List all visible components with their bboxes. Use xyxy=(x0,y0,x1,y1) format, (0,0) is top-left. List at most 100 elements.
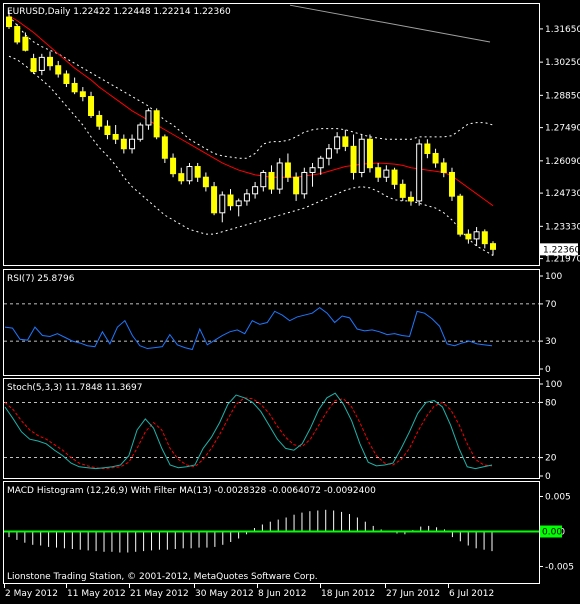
candle-body-18 xyxy=(153,110,160,138)
candle-body-34 xyxy=(284,162,291,178)
rsi-marks xyxy=(4,303,539,351)
rsi-pane-frame xyxy=(3,269,540,376)
x-tick-label-5: 18 Jun 2012 xyxy=(321,589,375,599)
macd-tick-label-2: -0.005 xyxy=(545,563,574,573)
x-tick-label-1: 11 May 2012 xyxy=(67,589,126,599)
candle-body-22 xyxy=(186,166,193,182)
x-tick-label-3: 30 May 2012 xyxy=(195,589,254,599)
current-price-label: 1.22360 xyxy=(543,245,580,255)
candle-body-0 xyxy=(6,16,12,28)
candle-body-37 xyxy=(309,167,316,173)
candle-body-52 xyxy=(432,152,439,164)
candle-body-23 xyxy=(194,166,201,178)
x-tick-label-7: 6 Jul 2012 xyxy=(449,589,494,599)
x-tick-label-0: 2 May 2012 xyxy=(5,589,58,599)
candle-body-54 xyxy=(448,171,455,197)
candle-body-32 xyxy=(268,171,275,190)
candle-body-9 xyxy=(79,91,86,98)
price-axis: 1.31650 1.30250 1.28850 1.27490 1.26090 1.247… xyxy=(539,25,580,265)
candle-body-51 xyxy=(424,143,431,154)
candle-body-8 xyxy=(71,82,78,93)
x-tick-label-2: 21 May 2012 xyxy=(130,589,189,599)
stoch-signal-line xyxy=(4,397,493,470)
candle-body-26 xyxy=(219,194,226,214)
candle-body-20 xyxy=(170,157,177,175)
candle-body-49 xyxy=(407,196,414,202)
price-tick-label-4: 1.26090 xyxy=(545,157,580,167)
x-tick-label-4: 8 Jun 2012 xyxy=(258,589,306,599)
price-tick-label-0: 1.31650 xyxy=(545,25,580,35)
price-tick-label-1: 1.30250 xyxy=(545,58,580,68)
stoch-pane-frame xyxy=(3,378,540,479)
candle-body-30 xyxy=(252,186,259,195)
candle-body-35 xyxy=(293,176,300,195)
candle-body-3 xyxy=(30,58,37,73)
rsi-pane-title: RSI(7) 25.8796 xyxy=(7,274,75,284)
macd-marks xyxy=(4,509,539,553)
candle-body-53 xyxy=(440,162,447,173)
macd-pane-frame xyxy=(3,481,540,584)
copyright-text: Lionstone Trading Station, © 2001-2012, … xyxy=(7,572,318,582)
candle-body-58 xyxy=(481,231,488,245)
candle-body-29 xyxy=(243,193,250,202)
price-pane-title: EURUSD,Daily 1.22422 1.22448 1.22214 1.2… xyxy=(7,7,231,17)
candle-body-27 xyxy=(227,194,234,207)
candle-body-16 xyxy=(137,124,144,140)
candle-body-48 xyxy=(399,183,406,198)
candle-body-24 xyxy=(202,176,209,188)
candle-body-39 xyxy=(325,148,332,159)
price-marks xyxy=(6,4,496,256)
candle-body-19 xyxy=(161,136,168,159)
ma-red-line xyxy=(8,15,494,207)
candle-body-12 xyxy=(104,125,111,136)
candle-body-1 xyxy=(14,26,21,43)
candle-body-36 xyxy=(301,171,308,195)
candle-body-5 xyxy=(47,56,54,67)
candle-body-47 xyxy=(391,169,398,185)
candle-body-45 xyxy=(375,167,382,178)
band-lower-line xyxy=(8,55,494,256)
rsi-axis: 100 70 30 0 xyxy=(539,272,562,375)
macd-current-label: 0.00 xyxy=(542,528,562,538)
candle-body-43 xyxy=(358,138,365,173)
current-price-box xyxy=(540,243,578,256)
candle-body-55 xyxy=(457,195,464,235)
candle-body-21 xyxy=(178,173,185,182)
candle-body-40 xyxy=(334,136,341,150)
price-tick-label-3: 1.27490 xyxy=(545,124,580,134)
stoch-tick-label-1: 80 xyxy=(545,398,557,408)
macd-current-box xyxy=(540,525,562,538)
candle-body-7 xyxy=(63,73,70,84)
price-tick-label-7: 1.21970 xyxy=(545,255,580,265)
candle-body-4 xyxy=(38,56,45,71)
rsi-tick-label-0: 100 xyxy=(545,272,562,282)
stoch-axis: 100 80 20 0 xyxy=(539,380,562,482)
price-tick-label-6: 1.23330 xyxy=(545,222,580,232)
candle-body-41 xyxy=(342,136,349,147)
stoch-pane-title: Stoch(5,3,3) 11.7848 11.3697 xyxy=(7,383,142,393)
price-tick-label-2: 1.28850 xyxy=(545,91,580,101)
candle-body-17 xyxy=(145,110,152,126)
ma-gray-line xyxy=(289,4,491,43)
rsi-tick-label-1: 70 xyxy=(545,300,557,310)
candle-body-15 xyxy=(129,138,136,150)
stoch-tick-label-2: 20 xyxy=(545,454,557,464)
candle-body-25 xyxy=(211,186,218,214)
candle-body-14 xyxy=(120,138,127,150)
candle-body-11 xyxy=(96,115,103,127)
band-upper-line xyxy=(8,15,494,159)
candle-body-31 xyxy=(260,171,267,188)
candle-body-59 xyxy=(490,243,496,250)
candle-body-2 xyxy=(22,36,29,51)
stoch-tick-label-0: 100 xyxy=(545,380,562,390)
stoch-tick-label-3: 0 xyxy=(545,472,551,482)
candle-body-6 xyxy=(55,65,62,75)
candle-body-13 xyxy=(112,134,119,140)
price-tick-label-5: 1.24730 xyxy=(545,189,580,199)
rsi-tick-label-2: 30 xyxy=(545,337,557,347)
macd-tick-label-0: 0.005 xyxy=(545,493,571,503)
x-axis: 2 May 2012 11 May 2012 21 May 2012 30 May 2… xyxy=(4,584,494,599)
